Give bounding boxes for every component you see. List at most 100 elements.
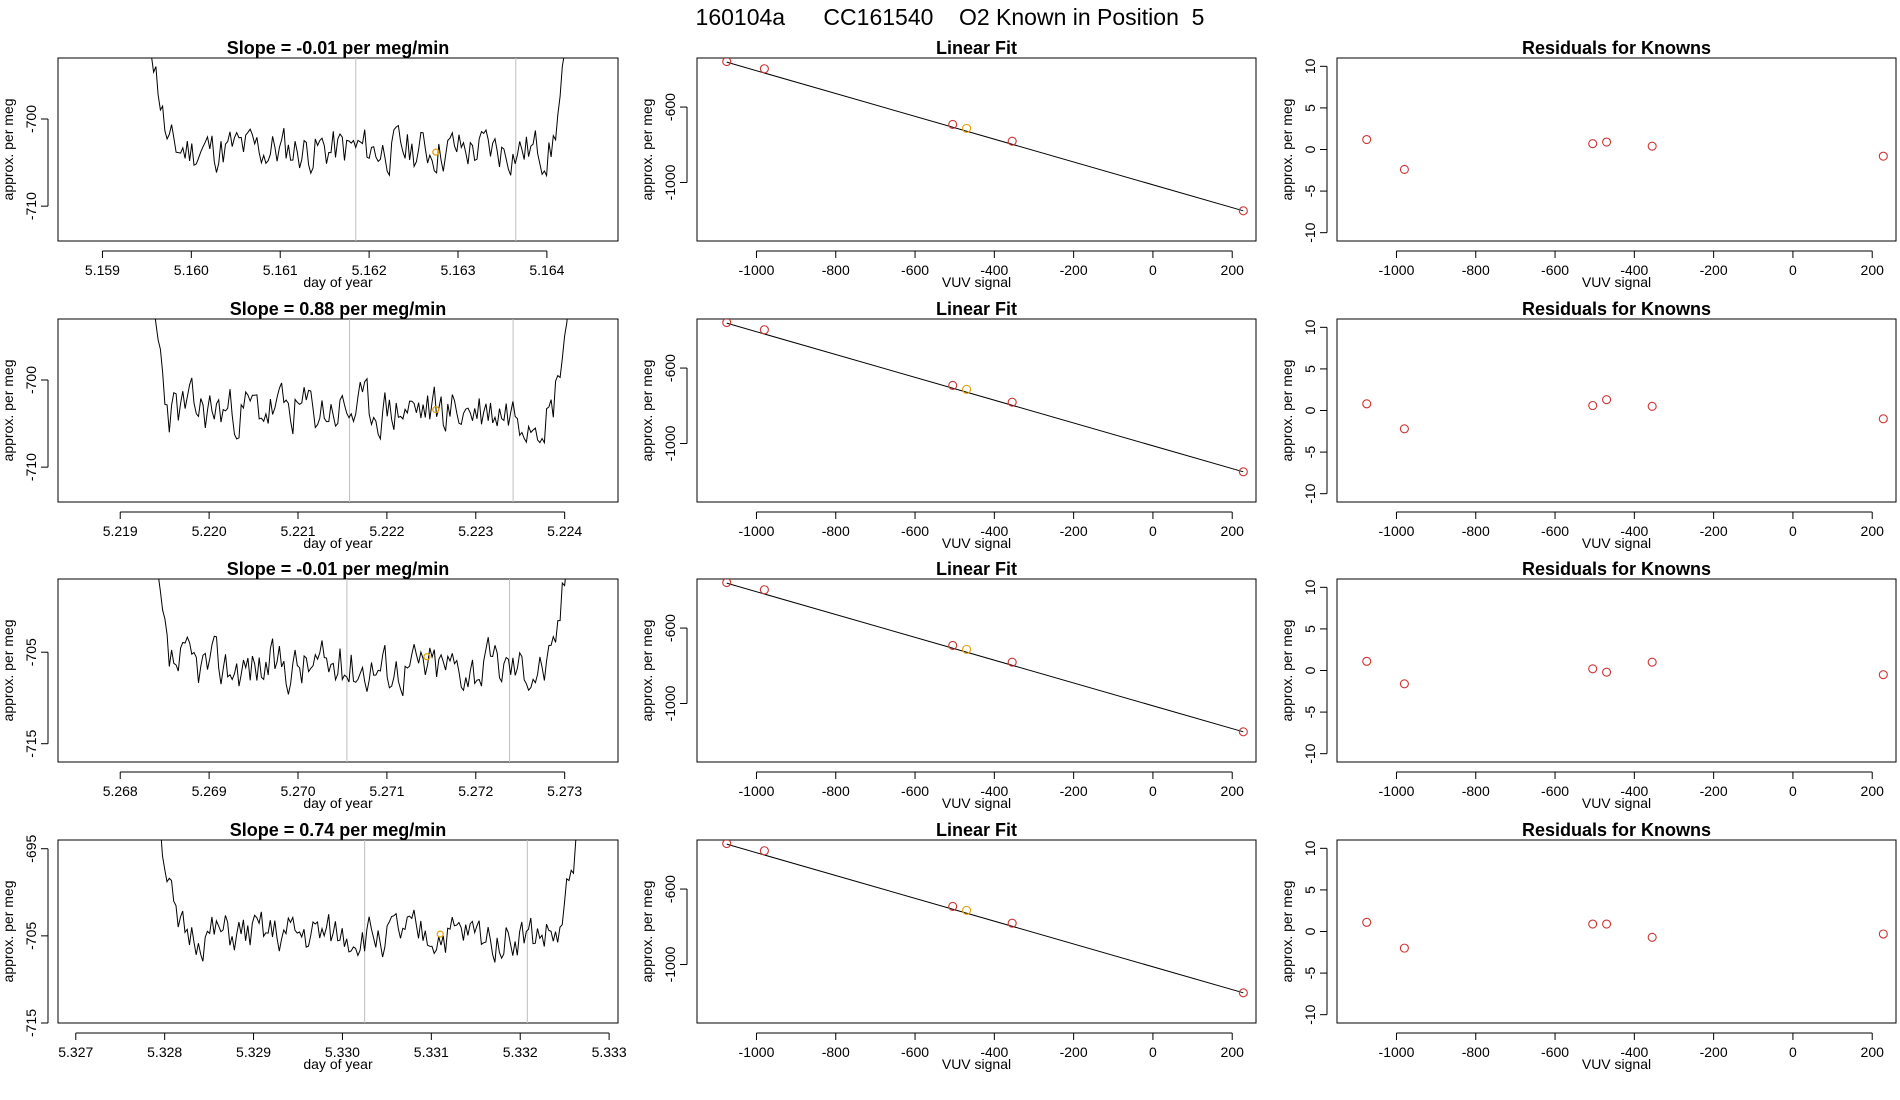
plot-frame bbox=[57, 578, 619, 763]
plot-frame bbox=[57, 57, 619, 242]
x-tick-label: -200 bbox=[1700, 523, 1728, 539]
x-tick-label: 5.162 bbox=[352, 262, 387, 278]
x-axis-label: VUV signal bbox=[942, 535, 1011, 551]
plot-area bbox=[722, 58, 1248, 216]
y-tick-label: -1000 bbox=[662, 425, 678, 461]
y-tick-label: -10 bbox=[1302, 483, 1318, 503]
residual-point bbox=[1878, 670, 1888, 680]
panel-fit-3: Linear Fit -1000 -800 -600 -400 -200 0 200 VUV s… bbox=[639, 820, 1257, 1072]
y-axis-label: approx. per meg bbox=[0, 620, 16, 722]
x-tick-label: 5.161 bbox=[263, 262, 298, 278]
highlight-point bbox=[423, 653, 431, 661]
y-tick-label: -10 bbox=[1302, 222, 1318, 242]
x-tick-label: 5.269 bbox=[192, 783, 227, 799]
x-tick-label: 5.224 bbox=[547, 523, 582, 539]
plot-frame bbox=[1336, 318, 1897, 503]
x-tick-label: 5.163 bbox=[440, 262, 475, 278]
y-axis-label: approx. per meg bbox=[0, 881, 16, 983]
x-tick-label: 5.332 bbox=[503, 1044, 538, 1060]
x-tick-label: -400 bbox=[1620, 262, 1648, 278]
x-tick-label: -600 bbox=[901, 523, 929, 539]
y-tick-label: -700 bbox=[23, 105, 39, 133]
y-axis-label: approx. per meg bbox=[1279, 99, 1295, 201]
y-tick-label: -1000 bbox=[662, 946, 678, 982]
y-axis-label: approx. per meg bbox=[0, 99, 16, 201]
signal-trace-line bbox=[160, 840, 577, 963]
residual-point bbox=[1399, 164, 1409, 175]
panel-fit-2: Linear Fit -1000 -800 -600 -400 -200 0 200 VUV s… bbox=[639, 559, 1257, 811]
y-tick-label: -600 bbox=[662, 875, 678, 903]
known-point bbox=[1007, 136, 1017, 146]
known-point bbox=[722, 579, 732, 588]
known-point bbox=[948, 119, 958, 129]
x-tick-label: -800 bbox=[1462, 523, 1490, 539]
panel-resid-0: Residuals for Knowns-1000 -800 -600 -400 -20… bbox=[1279, 38, 1897, 290]
x-tick-label: -1000 bbox=[739, 262, 775, 278]
residual-point bbox=[1588, 139, 1598, 149]
x-axis-label: day of year bbox=[303, 795, 373, 811]
y-tick-label: -705 bbox=[23, 922, 39, 950]
known-point bbox=[948, 380, 958, 390]
x-axis-label: VUV signal bbox=[942, 274, 1011, 290]
residual-point bbox=[1588, 919, 1598, 929]
x-tick-label: -1000 bbox=[739, 783, 775, 799]
residual-point bbox=[1362, 134, 1372, 145]
x-tick-label: 0 bbox=[1149, 262, 1157, 278]
x-tick-label: 0 bbox=[1149, 783, 1157, 799]
residual-point bbox=[1362, 656, 1372, 666]
known-point bbox=[1007, 657, 1017, 667]
x-tick-label: -400 bbox=[980, 523, 1008, 539]
plot-area bbox=[1362, 134, 1888, 175]
x-tick-label: 5.270 bbox=[280, 783, 315, 799]
x-tick-label: -200 bbox=[1700, 783, 1728, 799]
x-tick-label: 200 bbox=[1861, 523, 1885, 539]
x-tick-label: -400 bbox=[1620, 783, 1648, 799]
x-tick-label: -600 bbox=[1541, 523, 1569, 539]
x-tick-label: -600 bbox=[901, 262, 929, 278]
x-tick-label: 0 bbox=[1789, 523, 1797, 539]
highlight-point bbox=[436, 930, 444, 938]
y-tick-label: 5 bbox=[1302, 625, 1318, 633]
x-axis-label: VUV signal bbox=[1582, 1056, 1651, 1072]
signal-trace-line bbox=[151, 58, 565, 178]
y-axis-label: approx. per meg bbox=[0, 360, 16, 462]
y-tick-label: 10 bbox=[1302, 579, 1318, 595]
y-tick-label: 0 bbox=[1302, 406, 1318, 414]
x-tick-label: 5.268 bbox=[103, 783, 138, 799]
residual-point bbox=[1647, 932, 1657, 942]
highlight-point bbox=[962, 384, 972, 394]
plot-frame bbox=[696, 318, 1257, 503]
x-tick-label: 200 bbox=[1861, 1044, 1885, 1060]
plot-area bbox=[722, 840, 1248, 998]
plot-area bbox=[154, 319, 568, 502]
x-tick-label: -1000 bbox=[1379, 783, 1415, 799]
residual-point bbox=[1647, 401, 1657, 411]
residual-point bbox=[1647, 141, 1657, 151]
x-tick-label: 5.330 bbox=[325, 1044, 360, 1060]
x-tick-label: 0 bbox=[1789, 783, 1797, 799]
panel-resid-2: Residuals for Knowns-1000 -800 -600 -400 -20… bbox=[1279, 559, 1897, 811]
x-tick-label: 200 bbox=[1221, 262, 1245, 278]
x-axis-label: VUV signal bbox=[1582, 274, 1651, 290]
y-tick-label: -600 bbox=[662, 354, 678, 382]
residual-point bbox=[1362, 917, 1372, 927]
x-tick-label: -800 bbox=[822, 262, 850, 278]
fit-line bbox=[726, 322, 1244, 473]
x-tick-label: 200 bbox=[1221, 523, 1245, 539]
x-tick-label: -600 bbox=[901, 783, 929, 799]
y-tick-label: -705 bbox=[23, 638, 39, 666]
plot-area bbox=[1362, 656, 1888, 689]
x-tick-label: 5.223 bbox=[458, 523, 493, 539]
y-tick-label: -5 bbox=[1302, 446, 1318, 459]
residual-point bbox=[1602, 395, 1612, 405]
y-tick-label: -5 bbox=[1302, 967, 1318, 980]
y-tick-label: -10 bbox=[1302, 743, 1318, 763]
x-tick-label: 5.328 bbox=[147, 1044, 182, 1060]
x-tick-label: 0 bbox=[1789, 1044, 1797, 1060]
panel-trace-0: Slope = -0.01 per meg/min 5.159 5.160 5.161… bbox=[0, 38, 619, 290]
panel-trace-1: Slope = 0.88 per meg/min 5.219 5.220 5.221 5… bbox=[0, 299, 619, 551]
y-tick-label: 10 bbox=[1302, 319, 1318, 335]
known-point bbox=[948, 640, 958, 650]
x-tick-label: -1000 bbox=[1379, 523, 1415, 539]
panel-resid-1: Residuals for Knowns-1000 -800 -600 -400 -20… bbox=[1279, 299, 1897, 551]
